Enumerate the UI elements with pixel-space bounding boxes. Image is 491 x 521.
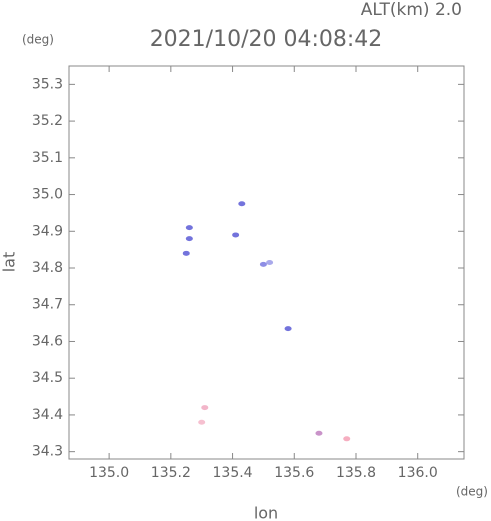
x-tick-label: 135.4: [213, 465, 253, 481]
y-axis-label: lat: [0, 252, 19, 273]
x-tick-label: 135.8: [336, 465, 376, 481]
radar-echo: [185, 225, 193, 231]
radar-echo: [185, 236, 193, 242]
y-tick-label: 34.5: [32, 370, 63, 386]
radar-echo: [182, 250, 190, 256]
x-tick-label: 135.2: [151, 465, 191, 481]
x-axis-label: lon: [254, 504, 278, 521]
y-tick-label: 34.8: [32, 260, 63, 276]
y-tick-label: 35.3: [32, 76, 63, 92]
chart-subtitle: ALT(km) 2.0: [361, 0, 462, 20]
y-unit: (deg): [22, 33, 54, 47]
radar-echo: [238, 201, 246, 207]
radar-echo: [266, 260, 274, 265]
radar-echo: [232, 232, 240, 238]
x-unit: (deg): [456, 485, 488, 499]
radar-echo: [198, 419, 206, 425]
x-tick-label: 136.0: [398, 465, 438, 481]
radar-echo: [201, 405, 209, 411]
chart-title: 2021/10/20 04:08:42: [150, 27, 383, 52]
y-tick-label: 34.9: [32, 223, 63, 239]
x-tick-label: 135.6: [274, 465, 314, 481]
y-tick-label: 35.1: [32, 150, 63, 166]
y-tick-label: 34.6: [32, 333, 63, 349]
y-tick-label: 35.0: [32, 187, 63, 203]
y-tick-label: 34.3: [32, 444, 63, 460]
radar-echo: [284, 326, 292, 332]
y-tick-label: 35.2: [32, 113, 63, 129]
y-tick-label: 34.7: [32, 297, 63, 313]
radar-echo: [259, 261, 267, 267]
radar-echo: [315, 430, 323, 436]
radar-echo: [343, 436, 351, 442]
y-tick-label: 34.4: [32, 407, 63, 423]
x-tick-label: 135.0: [89, 465, 129, 481]
plot-frame: [68, 65, 465, 460]
